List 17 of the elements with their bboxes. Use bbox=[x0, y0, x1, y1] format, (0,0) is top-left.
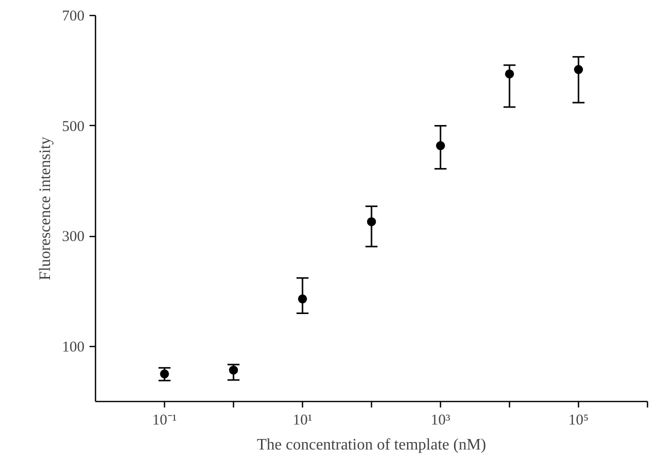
y-tick-label: 100 bbox=[62, 339, 84, 356]
point bbox=[160, 369, 169, 378]
y-axis-title: Fluorescence intensity bbox=[37, 136, 54, 280]
x-tick-label: 10⁵ bbox=[568, 412, 589, 428]
y-tick-label: 700 bbox=[62, 8, 84, 24]
y-tick-label: 300 bbox=[62, 229, 84, 246]
point bbox=[298, 294, 307, 304]
point bbox=[505, 69, 514, 78]
x-tick-label: 10¹ bbox=[292, 412, 312, 428]
y-tick-label: 500 bbox=[62, 118, 84, 135]
x-axis-title: The concentration of template (nM) bbox=[256, 436, 486, 454]
point bbox=[436, 141, 445, 150]
point bbox=[367, 217, 376, 226]
x-tick-label: 10⁻¹ bbox=[152, 412, 177, 428]
point bbox=[574, 65, 583, 74]
point bbox=[229, 366, 238, 375]
x-tick-label: 10³ bbox=[430, 412, 451, 428]
